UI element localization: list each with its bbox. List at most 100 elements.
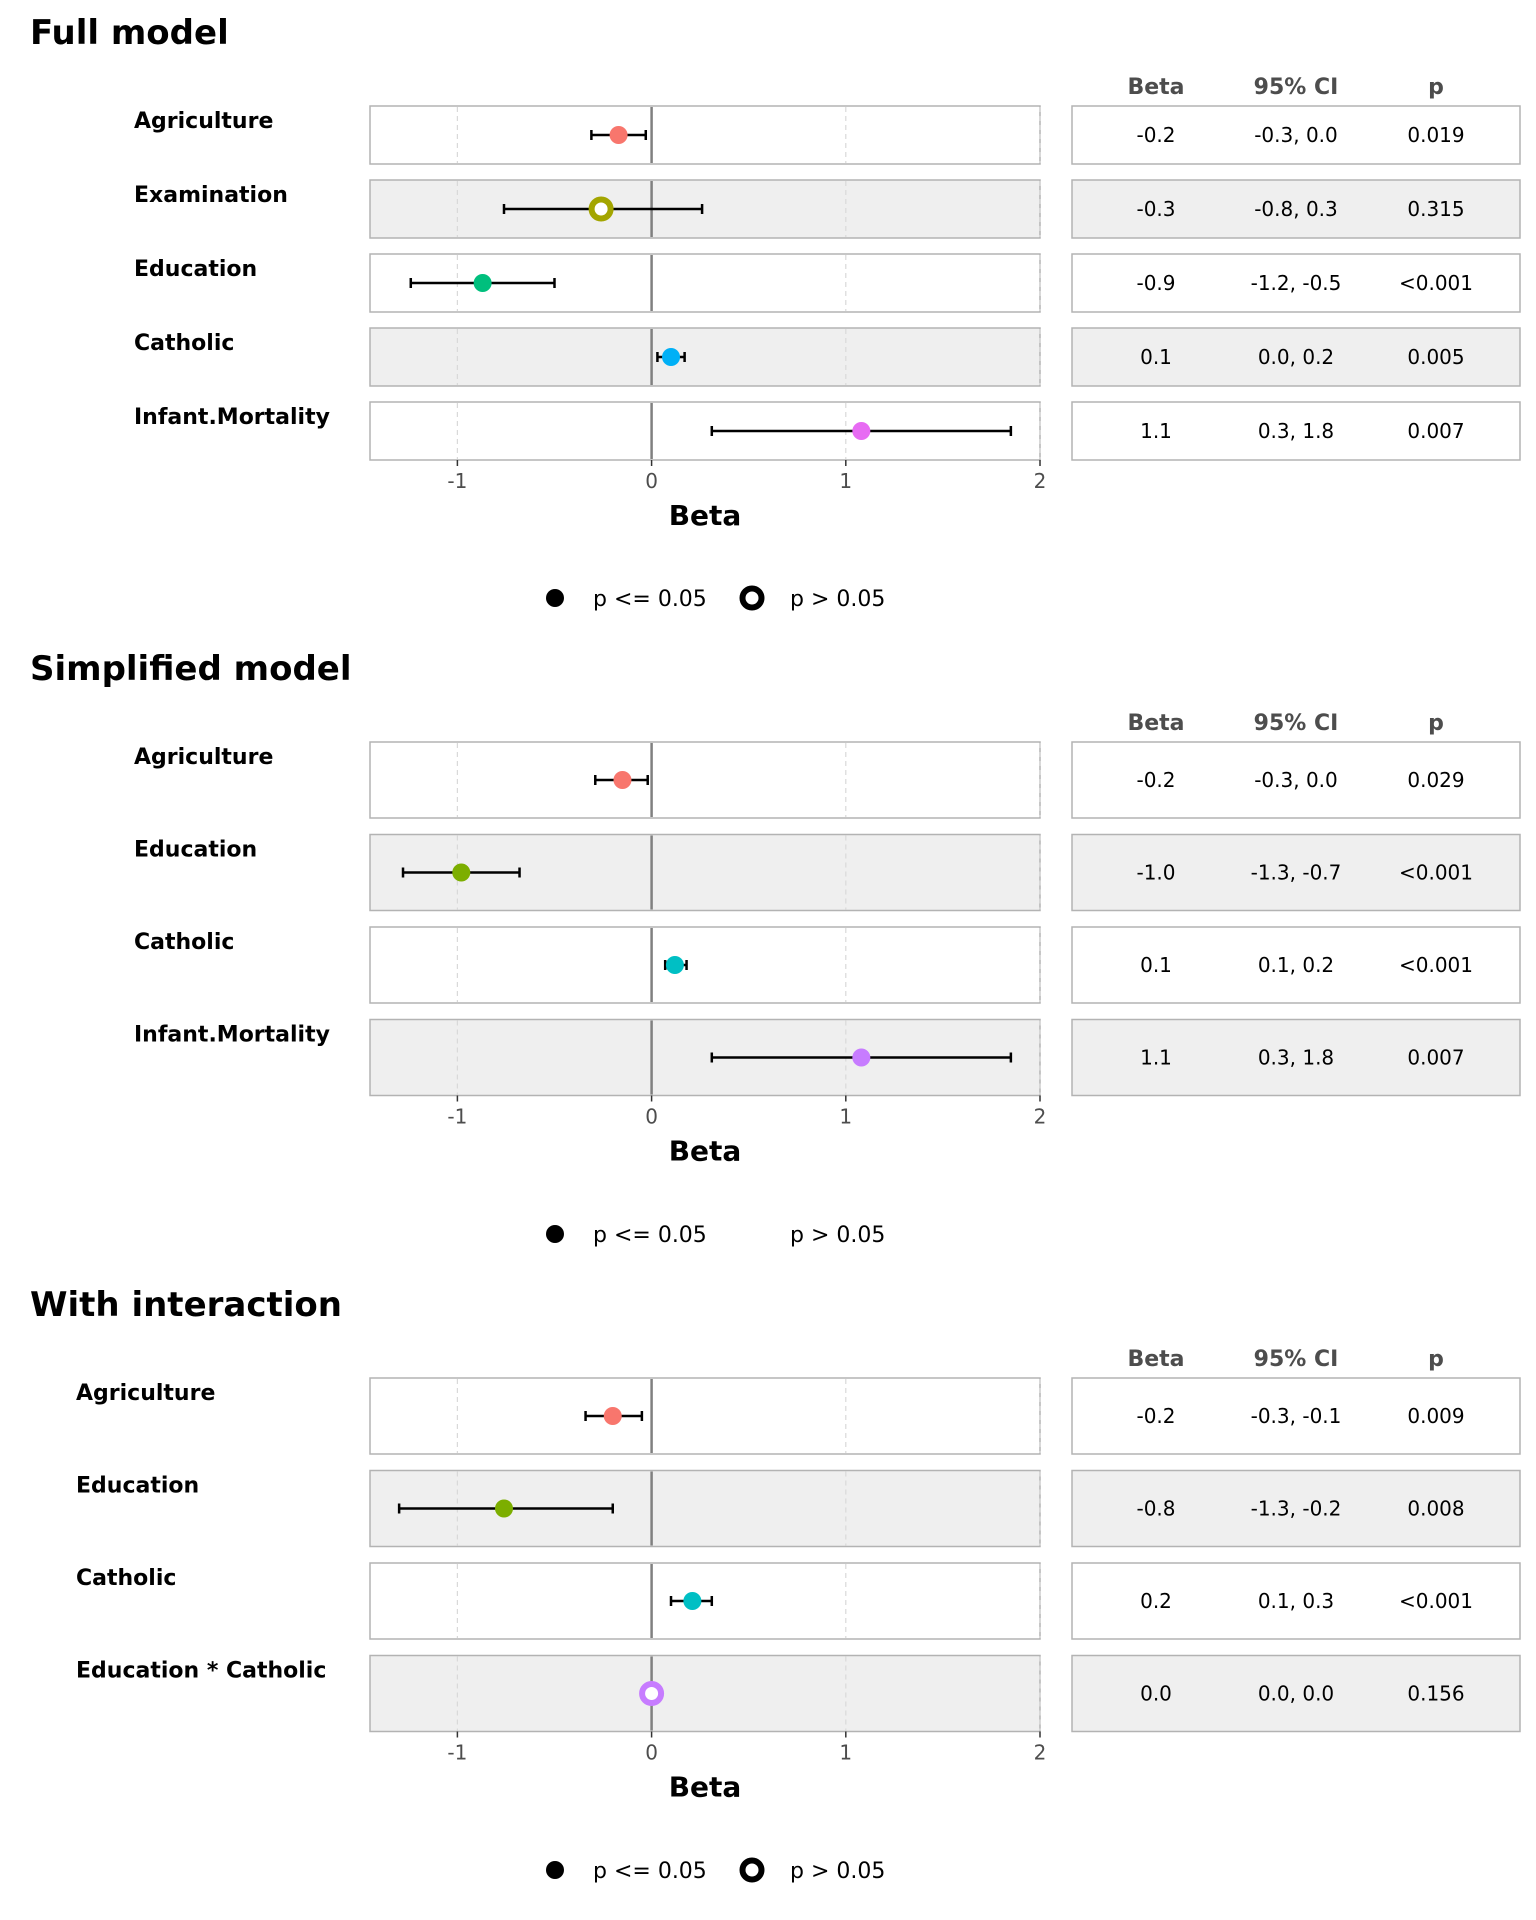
table-ci: -1.3, -0.2: [1251, 1497, 1342, 1521]
table-row-box: [1071, 926, 1521, 1004]
table-ci: 0.0, 0.2: [1258, 345, 1334, 369]
estimate-point-open: [639, 1681, 665, 1706]
x-tick-label: -1: [447, 469, 467, 493]
table-row-box: [1071, 1469, 1521, 1548]
table-ci: -1.3, -0.7: [1251, 861, 1342, 885]
legend-sig-label: p <= 0.05: [593, 1223, 707, 1248]
legend-filled-dot-icon: [546, 589, 564, 607]
table-p: 0.029: [1407, 768, 1464, 792]
table-header-2: p: [1428, 75, 1444, 100]
estimate-point: [662, 348, 681, 366]
x-tick-label: -1: [447, 1105, 467, 1129]
x-tick-label: 1: [839, 1741, 852, 1765]
table-p: 0.005: [1407, 345, 1464, 369]
table-ci: -1.2, -0.5: [1251, 271, 1342, 295]
table-beta: -0.8: [1136, 1497, 1175, 1521]
table-p: 0.008: [1407, 1497, 1464, 1521]
estimate-point: [495, 1499, 513, 1518]
plot-row-box: [369, 833, 1041, 912]
table-row-box: [1071, 327, 1521, 387]
x-tick-label: 1: [839, 469, 852, 493]
table-row-box: [1071, 833, 1521, 912]
table-beta: 1.1: [1140, 1046, 1172, 1070]
estimate-point: [665, 956, 684, 974]
row-label: Education: [134, 838, 257, 863]
row-label: Catholic: [76, 1566, 176, 1591]
table-header-0: Beta: [1127, 1347, 1184, 1372]
x-tick-label: 0: [645, 1741, 658, 1765]
row-label: Education * Catholic: [76, 1659, 326, 1684]
table-header-1: 95% CI: [1254, 1347, 1339, 1372]
table-row-box: [1071, 1018, 1521, 1097]
table-ci: -0.3, -0.1: [1251, 1404, 1342, 1428]
table-beta: 0.2: [1140, 1589, 1172, 1613]
table-header-2: p: [1428, 711, 1444, 736]
plot-row-box: [369, 105, 1041, 165]
estimate-point: [603, 1407, 622, 1425]
plot-row-box: [369, 1377, 1041, 1455]
table-ci: 0.1, 0.2: [1258, 953, 1334, 977]
x-tick-label: -1: [447, 1741, 467, 1765]
table-p: 0.156: [1407, 1682, 1464, 1706]
plot-row-box: [369, 926, 1041, 1004]
table-row-box: [1071, 253, 1521, 313]
table-beta: -0.2: [1136, 123, 1175, 147]
row-label: Education: [76, 1474, 199, 1499]
table-beta: -0.2: [1136, 768, 1175, 792]
x-axis-title: Beta: [669, 1135, 742, 1168]
table-p: <0.001: [1399, 271, 1473, 295]
legend-sig-label: p <= 0.05: [593, 587, 707, 612]
table-row-box: [1071, 401, 1521, 461]
table-row-box: [1071, 179, 1521, 239]
row-label: Agriculture: [134, 745, 273, 770]
table-ci: 0.3, 1.8: [1258, 419, 1334, 443]
table-header-2: p: [1428, 1347, 1444, 1372]
legend-open-dot-icon: [739, 585, 765, 611]
table-beta: -0.9: [1136, 271, 1175, 295]
row-label: Examination: [134, 183, 288, 208]
legend-filled-dot-icon: [546, 1861, 564, 1879]
table-ci: -0.3, 0.0: [1254, 123, 1338, 147]
table-header-0: Beta: [1127, 711, 1184, 736]
x-tick-label: 0: [645, 469, 658, 493]
table-p: 0.009: [1407, 1404, 1464, 1428]
estimate-point: [683, 1592, 702, 1610]
estimate-point: [452, 863, 471, 882]
table-header-1: 95% CI: [1254, 75, 1339, 100]
x-tick-label: 1: [839, 1105, 852, 1129]
estimate-point: [852, 422, 871, 440]
row-label: Catholic: [134, 331, 234, 356]
forest-panel-2: Simplified model Beta 95% CI p Agriculture -0…: [30, 649, 1521, 1248]
estimate-point: [473, 274, 492, 292]
table-p: <0.001: [1399, 953, 1473, 977]
table-beta: 0.1: [1140, 953, 1172, 977]
x-axis-title: Beta: [669, 1771, 742, 1804]
table-beta: 1.1: [1140, 419, 1172, 443]
plot-row-box: [369, 741, 1041, 819]
table-ci: 0.3, 1.8: [1258, 1046, 1334, 1070]
panel-title: Simplified model: [30, 649, 352, 689]
x-tick-label: 2: [1034, 1105, 1047, 1129]
table-row-box: [1071, 1654, 1521, 1733]
estimate-point: [852, 1048, 871, 1067]
table-beta: -1.0: [1136, 861, 1175, 885]
plot-row-box: [369, 179, 1041, 239]
row-label: Agriculture: [134, 109, 273, 134]
table-p: 0.007: [1407, 419, 1464, 443]
table-ci: 0.0, 0.0: [1258, 1682, 1334, 1706]
table-ci: -0.8, 0.3: [1254, 197, 1338, 221]
table-row-box: [1071, 1562, 1521, 1640]
table-row-box: [1071, 741, 1521, 819]
estimate-point: [609, 126, 628, 144]
table-header-0: Beta: [1127, 75, 1184, 100]
table-beta: -0.2: [1136, 1404, 1175, 1428]
x-tick-label: 2: [1034, 1741, 1047, 1765]
forest-panel-1: Full model Beta 95% CI p Agriculture -0.2 -0.3…: [30, 13, 1521, 612]
table-row-box: [1071, 105, 1521, 165]
table-beta: 0.0: [1140, 1682, 1172, 1706]
table-p: 0.315: [1407, 197, 1464, 221]
table-ci: 0.1, 0.3: [1258, 1589, 1334, 1613]
table-p: 0.019: [1407, 123, 1464, 147]
legend-open-dot-icon: [739, 1857, 765, 1883]
